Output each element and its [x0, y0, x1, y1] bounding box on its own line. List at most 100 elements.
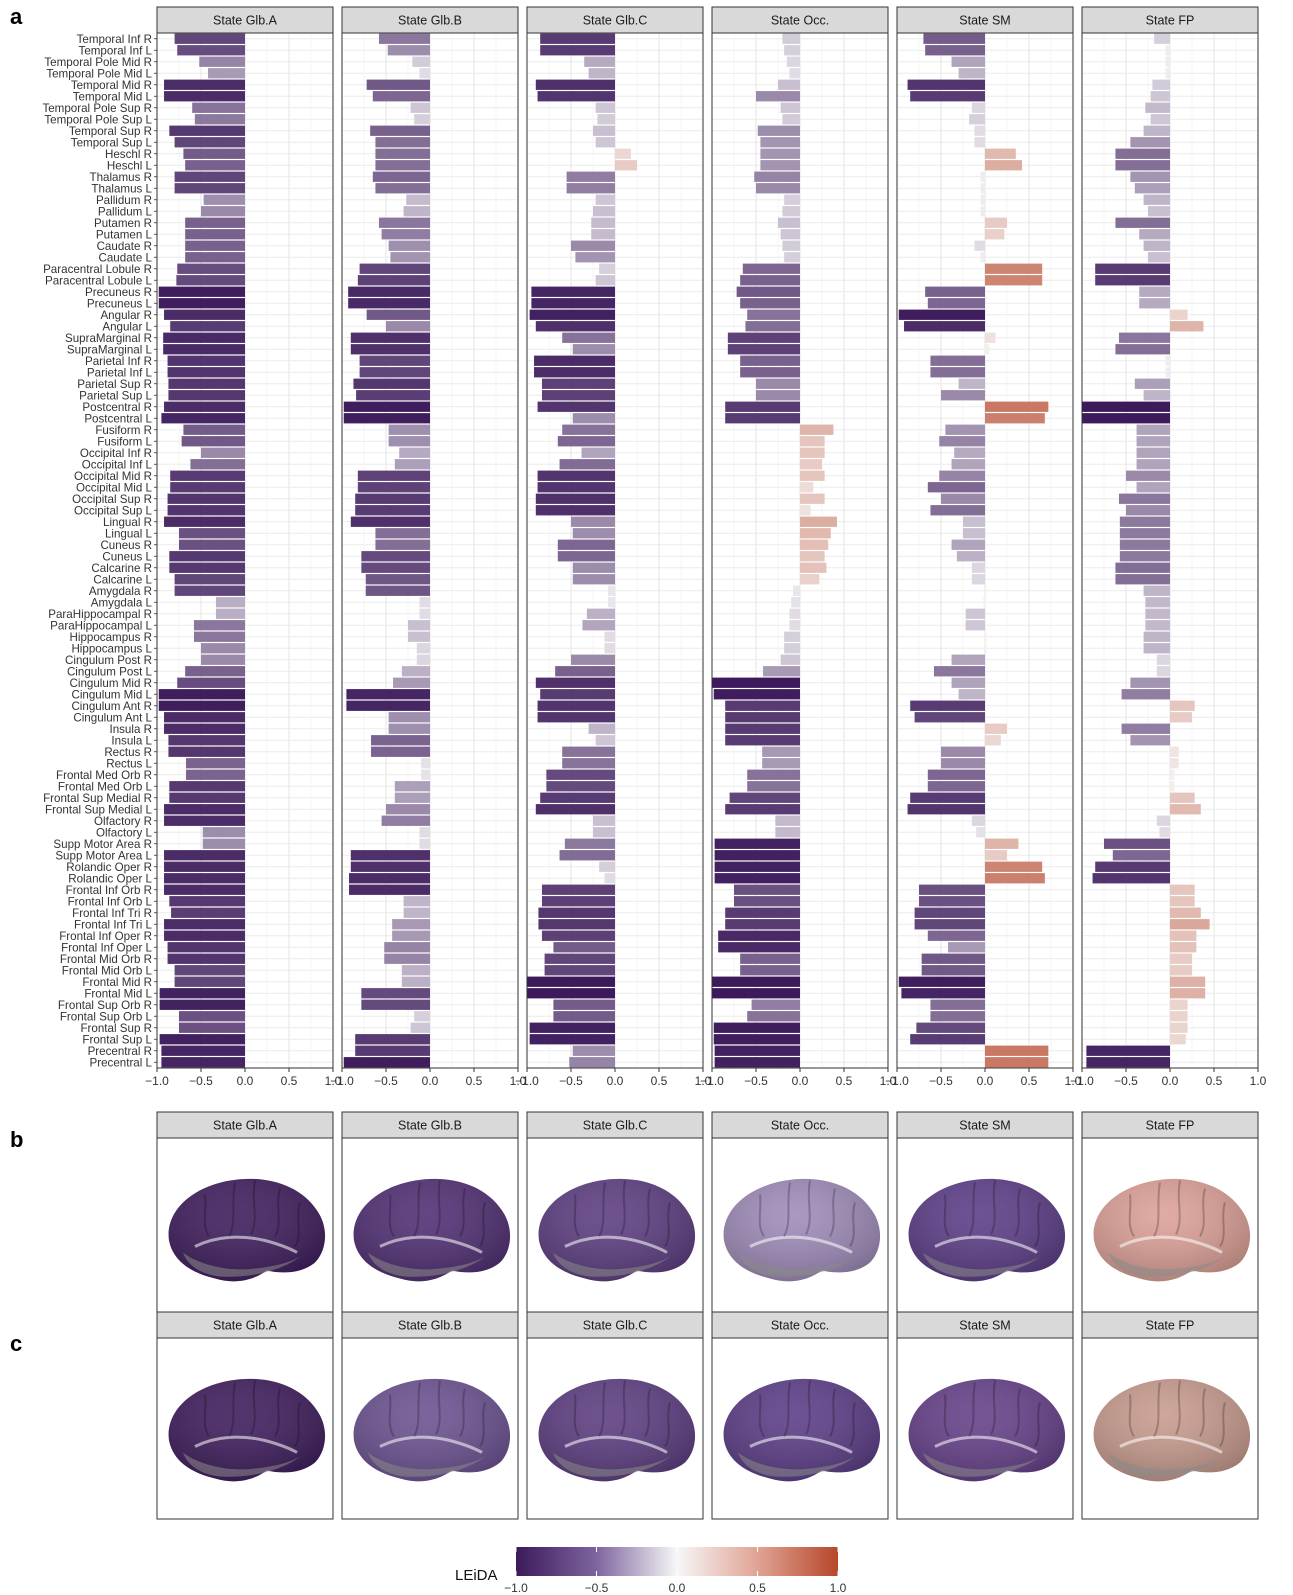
sylvian-fissure — [564, 1435, 668, 1454]
bar — [914, 907, 985, 918]
sulcus — [435, 1180, 441, 1235]
x-tick-label: −0.5 — [189, 1074, 213, 1088]
bar — [1126, 505, 1170, 516]
y-tick-label: Cuneus R — [100, 539, 152, 552]
bar — [800, 528, 831, 539]
bar — [535, 505, 615, 516]
bar — [727, 344, 800, 355]
bar — [414, 114, 430, 125]
bar — [571, 654, 615, 665]
bar — [553, 942, 615, 953]
sulcus — [598, 1182, 606, 1237]
bar — [1145, 102, 1170, 113]
y-tick-label: Frontal Med Orb R — [56, 769, 152, 782]
x-tick-label: 0.5 — [1206, 1074, 1223, 1088]
bar — [958, 378, 985, 389]
y-tick-label: Temporal Inf R — [77, 33, 152, 46]
bar — [1126, 470, 1170, 481]
bar — [541, 896, 615, 907]
bar — [572, 574, 615, 585]
x-tick-label: −0.5 — [1114, 1074, 1138, 1088]
y-tick-label: Paracentral Lobule R — [43, 263, 152, 276]
bar — [985, 735, 1001, 746]
bar — [945, 424, 985, 435]
facet-title: State Glb.B — [398, 14, 462, 28]
sulcus — [758, 1194, 765, 1238]
bar — [757, 125, 800, 136]
brain-shading — [908, 1178, 1066, 1282]
bar — [159, 1034, 245, 1045]
bar — [408, 631, 430, 642]
sylvian-fissure — [194, 1435, 298, 1454]
y-tick-label: Frontal Sup Orb L — [60, 1010, 153, 1023]
bar — [976, 827, 985, 838]
bar — [158, 298, 245, 309]
facet-strip — [341, 1311, 519, 1339]
bar — [927, 769, 985, 780]
bar — [169, 125, 245, 136]
x-tick-label: −1.0 — [1070, 1074, 1094, 1088]
bar — [572, 528, 615, 539]
bar — [1130, 735, 1170, 746]
bar — [167, 493, 245, 504]
bar — [941, 493, 985, 504]
bar — [1136, 482, 1170, 493]
facet-4: State SM −1.0 −0.5 0.0 0.5 1.0 — [885, 6, 1082, 1088]
bar — [800, 574, 820, 585]
y-tick-label: Calcarine R — [91, 562, 152, 575]
bar — [904, 321, 985, 332]
bar — [202, 827, 245, 838]
sulcus — [829, 1388, 836, 1437]
bar — [941, 746, 985, 757]
facet-1: State Glb.B −1.0 −0.5 0.0 0.5 1.0 — [330, 6, 527, 1088]
bar — [201, 206, 245, 217]
color-legend: LEiDA −1.0 −0.5 0.0 0.5 1.0 — [455, 1547, 847, 1595]
bar — [167, 505, 245, 516]
y-tick-label: Temporal Pole Mid L — [46, 67, 152, 80]
bar — [593, 815, 615, 826]
bar — [971, 562, 985, 573]
bar — [1170, 919, 1210, 930]
bar — [584, 56, 615, 67]
bar — [971, 574, 985, 585]
sulcus — [294, 1202, 301, 1248]
bar — [1136, 447, 1170, 458]
sulcus — [968, 1382, 976, 1437]
bar — [729, 792, 800, 803]
bar — [782, 114, 800, 125]
y-tick-label: Cingulum Post R — [65, 654, 152, 667]
bar — [164, 79, 245, 90]
bar — [553, 999, 615, 1010]
legend-tick-label: −1.0 — [504, 1581, 528, 1595]
bar — [349, 884, 430, 895]
facet-3: State Occ. −1.0 −0.5 0.0 0.5 1.0 — [700, 6, 897, 1088]
bar — [800, 447, 825, 458]
bar — [350, 516, 430, 527]
bar — [1095, 861, 1170, 872]
bar — [537, 712, 615, 723]
brain-render — [723, 1178, 881, 1282]
y-tick-label: Cuneus L — [102, 550, 152, 563]
bar — [1170, 781, 1175, 792]
bar — [410, 1022, 430, 1033]
bar — [901, 988, 985, 999]
bar — [1170, 758, 1179, 769]
bar — [416, 654, 430, 665]
bar — [985, 332, 996, 343]
panel-label-c: c — [10, 1331, 23, 1356]
bar — [725, 907, 800, 918]
legend-tick-label: 0.5 — [749, 1581, 766, 1595]
bar — [800, 470, 825, 481]
bar — [958, 68, 985, 79]
sulcus — [1153, 1182, 1161, 1237]
bar — [792, 585, 800, 596]
x-tick-label: 0.0 — [422, 1074, 439, 1088]
sulcus — [479, 1202, 486, 1248]
bar — [740, 298, 800, 309]
bar — [615, 160, 637, 171]
x-tick-label: −0.5 — [559, 1074, 583, 1088]
bar — [215, 597, 245, 608]
bar — [714, 1045, 800, 1056]
panel-label-b: b — [10, 1127, 24, 1152]
y-tick-label: Frontal Mid R — [82, 976, 152, 989]
